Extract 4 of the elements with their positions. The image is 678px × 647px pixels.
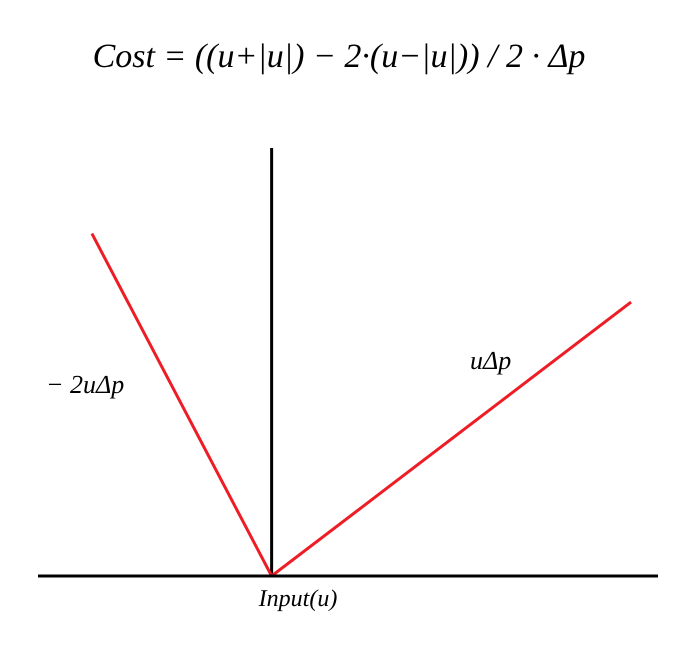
- annotation: uΔp: [470, 346, 512, 376]
- annotation: − 2uΔp: [46, 370, 124, 400]
- x-axis-title: Input(u): [258, 586, 338, 613]
- chart-title: Cost = ((u+|u|) − 2·(u−|u|)) / 2 · Δp: [92, 38, 586, 76]
